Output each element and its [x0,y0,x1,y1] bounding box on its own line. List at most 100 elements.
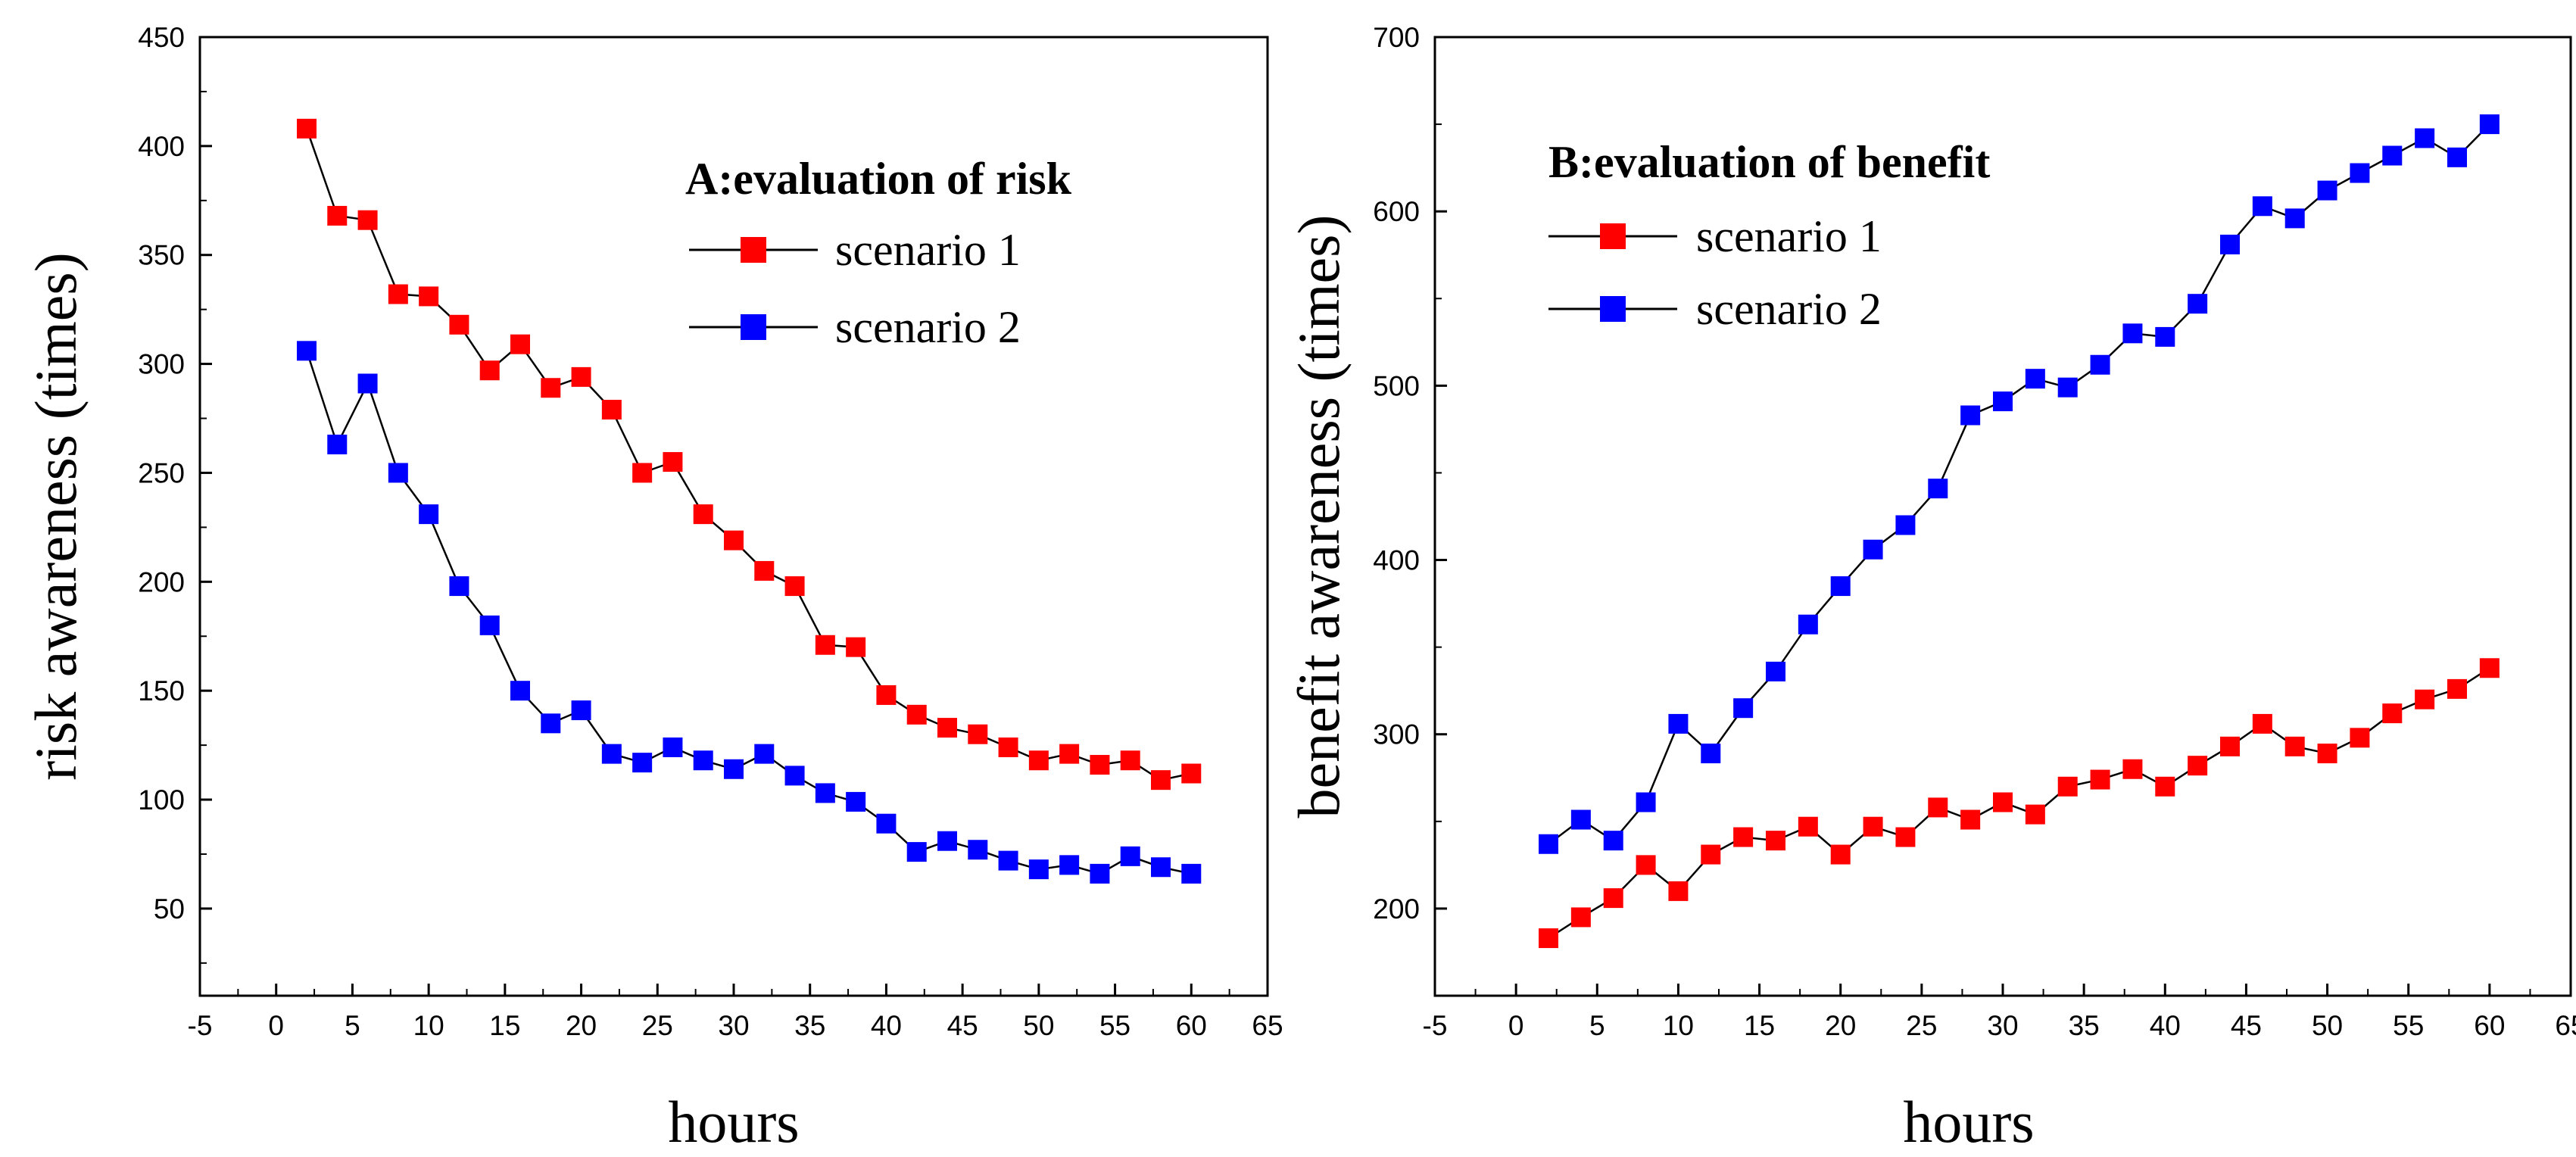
chart-b-x-tick-label: 45 [2231,1010,2262,1041]
chart-a-series-2-line [305,350,1192,875]
chart-a-series-2-point [1059,855,1080,875]
chart-b-series-2-point [2284,208,2305,229]
chart-b-series-2-point [1539,834,1558,854]
chart-a-y-tick-label: 250 [138,457,185,488]
chart-a-series-2-point [815,783,835,803]
chart-b-series-2-point [1603,831,1623,851]
chart-b-series-2-point [1766,661,1785,681]
chart-b-x-tick-label: 50 [2312,1010,2343,1041]
chart-b-y-tick-label: 700 [1373,22,1420,53]
chart-b-series-lines [1548,123,2490,940]
chart-a-x-tick-label: 50 [1023,1010,1054,1041]
chart-b-series-1-point [2025,804,2045,825]
chart-b-y-tick-label: 300 [1373,719,1420,750]
chart-b-x-tick-label: 65 [2555,1010,2576,1041]
chart-a-series-1-point [357,210,378,230]
chart-b-x-tick-label: 0 [1508,1010,1524,1041]
chart-b-series-1-point [1668,881,1689,901]
chart-b-series-2-point [1993,391,2013,412]
chart-a-series-1-point [968,724,988,744]
chart-a-x-tick-label: 30 [718,1010,749,1041]
chart-a-series-2-point [1120,846,1140,866]
chart-b-x-tick-label: 25 [1906,1010,1937,1041]
chart-b-series-2-point [2479,114,2500,135]
chart-a-series-2-point [1090,863,1110,884]
chart-a-series-2-point [968,840,988,860]
chart-a-series-2-point [388,463,408,483]
chart-a-y-tick-label: 200 [138,566,185,597]
chart-a-x-tick-label: 15 [489,1010,520,1041]
chart-b-series-2-point [2188,294,2208,314]
chart-a-series-2-point [754,744,775,764]
chart-a-series-1-point [784,576,805,597]
chart-b-series-markers [1539,114,2500,949]
chart-a-series-2-point [297,341,317,361]
chart-b-x-tick-label: 20 [1825,1010,1856,1041]
chart-b-legend-label-scenario-2: scenario 2 [1696,284,1882,334]
chart-a-series-1-point [663,452,683,472]
chart-b-series-1-point [2317,744,2337,764]
chart-b-x-tick-label: 55 [2393,1010,2424,1041]
chart-a-series-1-point [937,718,957,738]
chart-a-series-2-point [357,373,378,394]
chart-b-x-tick-label: 5 [1589,1010,1605,1041]
chart-b-series-2-point [2382,145,2403,166]
chart-a-series-1-point [754,560,775,581]
chart-b-series-1-point [2155,776,2175,797]
chart-a-series-2-point [632,753,653,773]
chart-b-series-1-point [2382,703,2403,724]
chart-b-series-1-point [1928,797,1948,818]
chart-b-series-2-point [1830,576,1851,597]
chart-b-series-1-point [1636,855,1656,875]
chart-b-legend-marker-scenario-1 [1600,223,1626,249]
chart-a-series-2-point [571,700,591,721]
chart-b-series-1-point [1766,831,1785,851]
chart-b-legend-label-scenario-1: scenario 1 [1696,211,1882,261]
chart-a-series-2-point [601,744,622,764]
chart-a-legend-marker-scenario-1 [741,237,766,263]
chart-b-x-tick-label: -5 [1423,1010,1448,1041]
chart-b-y-tick-label: 400 [1373,545,1420,576]
chart-a-y-tick-label: 150 [138,675,185,706]
chart-a-x-tick-label: 45 [947,1010,978,1041]
chart-b-series-1-point [2188,756,2208,776]
chart-a-legend-marker-scenario-2 [741,314,766,340]
chart-a-series-1-point [449,314,469,335]
chart-a-series-1-point [388,284,408,304]
chart-a-series-1-point [1181,763,1202,784]
chart-a-series-1-point [327,205,348,226]
chart-a-legend-label-scenario-2: scenario 2 [835,302,1021,352]
chart-a-series-2-point [876,813,897,834]
chart-b-series-1-point [1863,816,1883,837]
chart-a-series-2-point [1151,857,1171,878]
chart-b-series-1-point [2090,769,2110,790]
chart-a-x-tick-label: 10 [413,1010,444,1041]
chart-b-x-ticks: -5 0 5 10 15 20 25 30 35 40 45 50 55 60 65 [1423,984,2576,1041]
chart-a-series-2-point [906,842,927,862]
chart-a-series-1-point [1028,750,1049,771]
chart-a-series-1-point [1120,750,1140,771]
chart-b-series-2-point [2090,354,2110,375]
chart-a-series-1-point [479,360,500,381]
chart-a-series-1-point [1090,755,1110,775]
chart-a-x-tick-label: 65 [1252,1010,1283,1041]
chart-a-y-tick-label: 450 [138,22,185,53]
chart-a-legend: A:evaluation of risk scenario 1 scenario… [685,154,1072,352]
chart-a-x-tick-label: -5 [188,1010,213,1041]
chart-b-series-2-point [2057,377,2078,398]
chart-a-series-1-point [571,366,591,387]
chart-b-series-1-point [1701,844,1721,865]
chart-a-series-1-point [419,286,439,307]
chart-a-series-1-point [297,118,317,139]
chart-a-legend-title: A:evaluation of risk [685,154,1072,204]
chart-a-series-1-point [510,334,530,354]
chart-b-series-1-point [2122,759,2143,779]
chart-a-series-2-point [663,737,683,757]
chart-b-series-2-point [1798,614,1818,635]
chart-a-series-2-point [937,831,957,851]
chart-b-legend-title: B:evaluation of benefit [1548,137,1990,187]
chart-b-series-1-point [2447,678,2467,699]
chart-a-series-2-point [419,504,439,525]
chart-b-series-2-point [2252,196,2272,217]
